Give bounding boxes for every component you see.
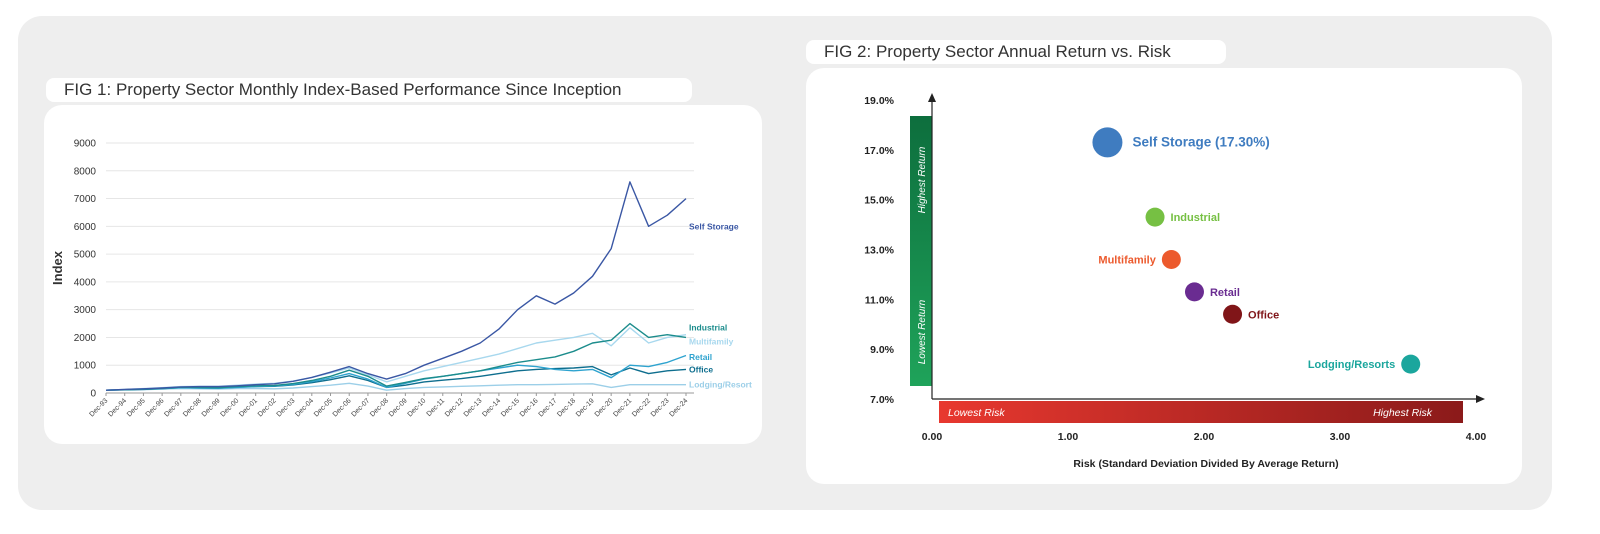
point-industrial [1145,207,1165,227]
fig2-scatter-chart: Highest Return Lowest Return Lowest Risk Hi… [864,93,1487,470]
y-tick-label: 13.0% [864,245,894,257]
series-label-retail: Retail [689,352,712,362]
y-tick-label: 3000 [74,305,97,316]
x-tick-label: Dec-98 [182,397,203,418]
x-tick-label: 1.00 [1058,431,1079,443]
series-label-office: Office [689,364,713,374]
y-tick-label: 9.0% [870,344,895,356]
x-tick-label: Dec-06 [332,397,353,418]
x-tick-label: Dec-99 [201,397,222,418]
x-tick-label: Dec-24 [668,397,689,418]
series-line-industrial [105,322,687,391]
x-tick-label: Dec-12 [444,397,465,418]
point-label-retail: Retail [1210,287,1240,299]
y-tick-label: 4000 [74,277,97,288]
point-label-office: Office [1248,309,1279,321]
fig1-line-chart: 0 1000 2000 3000 4000 5000 6000 7000 8000 9000 Ind… [50,139,752,419]
y-tick-label: 7.0% [870,394,895,406]
x-tick-label: Dec-05 [313,397,334,418]
x-tick-label: Dec-94 [107,397,128,418]
point-retail [1184,282,1204,302]
x-tick-label: Dec-93 [88,397,109,418]
x-axis-arrow [1476,395,1485,403]
x-tick-label: Dec-10 [407,397,428,418]
y-tick-label: 6000 [74,222,97,233]
fig1-chart-card: 0 1000 2000 3000 4000 5000 6000 7000 8000 9000 Ind… [44,105,762,444]
x-tick-label: Dec-19 [575,397,596,418]
x-tick-label: Dec-07 [350,397,371,418]
x-axis-label: Risk (Standard Deviation Divided By Aver… [1073,458,1338,470]
x-tick-label: Dec-96 [145,397,166,418]
x-tick-label: Dec-01 [238,397,259,418]
fig2-title: FIG 2: Property Sector Annual Return vs.… [806,40,1226,64]
point-label-lodging-resorts: Lodging/Resorts [1308,359,1395,371]
highest-return-label: Highest Return [917,146,928,213]
x-tick-label: Dec-02 [257,397,278,418]
y-axis-label: Index [50,250,65,285]
point-self-storage [1092,127,1123,158]
series-label-self-storage: Self Storage [689,221,739,231]
y-tick-label: 15.0% [864,195,894,207]
x-tick-label: Dec-15 [500,397,521,418]
x-tick-label: Dec-23 [650,397,671,418]
x-tick-label: Dec-18 [556,397,577,418]
x-tick-label: Dec-21 [612,397,633,418]
y-tick-label: 8000 [74,166,97,177]
series-label-lodging-resort: Lodging/Resort [689,380,752,390]
x-tick-label: 4.00 [1466,431,1487,443]
x-tick-label: 2.00 [1194,431,1215,443]
lowest-return-label: Lowest Return [917,299,928,364]
y-tick-label: 1000 [74,361,97,372]
highest-risk-label: Highest Risk [1373,407,1433,419]
y-tick-label: 0 [90,389,96,400]
x-tick-label: Dec-04 [294,397,315,418]
fig2-chart-card: Highest Return Lowest Return Lowest Risk Hi… [806,68,1522,484]
y-tick-label: 19.0% [864,95,894,107]
point-label-self-storage: Self Storage (17.30%) [1132,134,1269,149]
series-label-industrial: Industrial [689,323,727,333]
series-line-lodging-resort [105,382,686,391]
y-axis-arrow [928,93,936,102]
risk-gradient-band [939,401,1463,423]
y-tick-label: 5000 [74,250,97,261]
x-tick-label: Dec-09 [388,397,409,418]
x-tick-label: Dec-03 [276,397,297,418]
x-tick-label: Dec-95 [126,397,147,418]
lowest-risk-label: Lowest Risk [948,407,1005,419]
y-tick-label: 17.0% [864,145,894,157]
point-label-multifamily: Multifamily [1098,254,1156,266]
x-tick-label: Dec-97 [163,397,184,418]
x-tick-label: 0.00 [922,431,943,443]
series-line-self-storage [105,181,687,391]
x-tick-label: Dec-00 [219,397,240,418]
point-office [1223,304,1243,324]
x-tick-label: Dec-17 [538,397,559,418]
y-tick-label: 11.0% [865,294,895,306]
x-tick-label: Dec-08 [369,397,390,418]
series-label-multifamily: Multifamily [689,337,734,347]
x-tick-label: Dec-14 [481,397,502,418]
y-tick-label: 9000 [74,139,97,150]
x-tick-label: Dec-16 [519,397,540,418]
y-tick-label: 2000 [74,333,97,344]
x-tick-label: 3.00 [1330,431,1351,443]
return-gradient-band [910,116,932,386]
x-tick-label: Dec-11 [426,397,447,418]
y-tick-label: 7000 [74,194,97,205]
x-tick-label: Dec-13 [463,397,484,418]
x-tick-label: Dec-20 [594,397,615,418]
point-lodging-resorts [1401,354,1421,374]
x-tick-label: Dec-22 [631,397,652,418]
fig1-title: FIG 1: Property Sector Monthly Index-Bas… [46,78,692,102]
point-label-industrial: Industrial [1171,212,1221,224]
point-multifamily [1161,249,1181,269]
